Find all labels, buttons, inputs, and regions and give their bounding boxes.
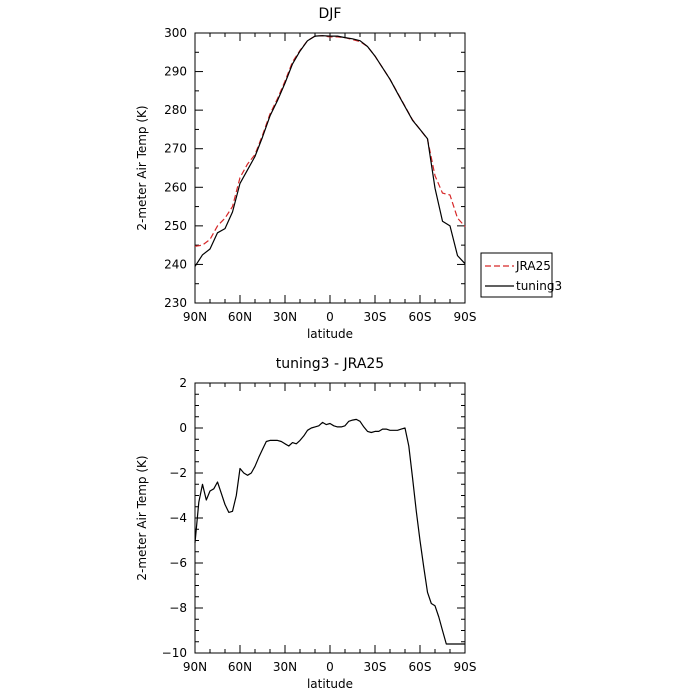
y-tick-label: 290 <box>164 65 187 79</box>
chart-title: tuning3 - JRA25 <box>276 356 384 372</box>
y-tick-label: −2 <box>169 466 187 480</box>
y-axis-label: 2-meter Air Temp (K) <box>135 105 149 230</box>
y-tick-label: −10 <box>162 646 187 660</box>
x-tick-label: 90N <box>183 310 207 324</box>
y-tick-label: −6 <box>169 556 187 570</box>
y-tick-label: 270 <box>164 142 187 156</box>
legend-label-tuning3: tuning3 <box>516 279 562 293</box>
legend-box <box>480 252 553 298</box>
series-line-tuning3 <box>194 35 466 267</box>
y-tick-label: 0 <box>179 421 187 435</box>
chart-title: DJF <box>319 6 342 22</box>
x-tick-label: 30N <box>273 660 297 674</box>
x-tick-label: 30S <box>364 310 387 324</box>
bottom-chart: 90N 60N 30N 0 30S 60S 90S −10 −8 −6 −4 −2 0 2 tuning3 … <box>135 356 476 691</box>
y-tick-label: 2 <box>179 376 187 390</box>
y-tick-label: 230 <box>164 296 187 310</box>
y-tick-label: 240 <box>164 257 187 271</box>
series-line-jra25 <box>194 35 466 247</box>
y-tick-label: 300 <box>164 26 187 40</box>
y-axis-label: 2-meter Air Temp (K) <box>135 455 149 580</box>
x-tick-label: 30N <box>273 310 297 324</box>
x-tick-label: 90S <box>454 310 477 324</box>
legend: JRA25 tuning3 <box>480 252 562 298</box>
x-tick-label: 90S <box>454 660 477 674</box>
x-axis-label: latitude <box>307 327 353 341</box>
x-tick-label: 0 <box>326 660 334 674</box>
top-chart: 90N 60N 30N 0 30S 60S 90S 230 240 250 260 270 280 290… <box>135 6 562 341</box>
series-line <box>194 418 465 645</box>
legend-label-jra25: JRA25 <box>515 259 551 273</box>
y-tick-label: 250 <box>164 219 187 233</box>
x-axis-label: latitude <box>307 677 353 691</box>
x-tick-label: 60N <box>228 660 252 674</box>
y-tick-label: −8 <box>169 601 187 615</box>
y-tick-label: 280 <box>164 103 187 117</box>
x-tick-label: 60S <box>409 310 432 324</box>
x-tick-label: 30S <box>364 660 387 674</box>
x-tick-label: 90N <box>183 660 207 674</box>
x-tick-label: 0 <box>326 310 334 324</box>
x-tick-label: 60S <box>409 660 432 674</box>
y-tick-label: 260 <box>164 180 187 194</box>
x-tick-label: 60N <box>228 310 252 324</box>
y-tick-label: −4 <box>169 511 187 525</box>
